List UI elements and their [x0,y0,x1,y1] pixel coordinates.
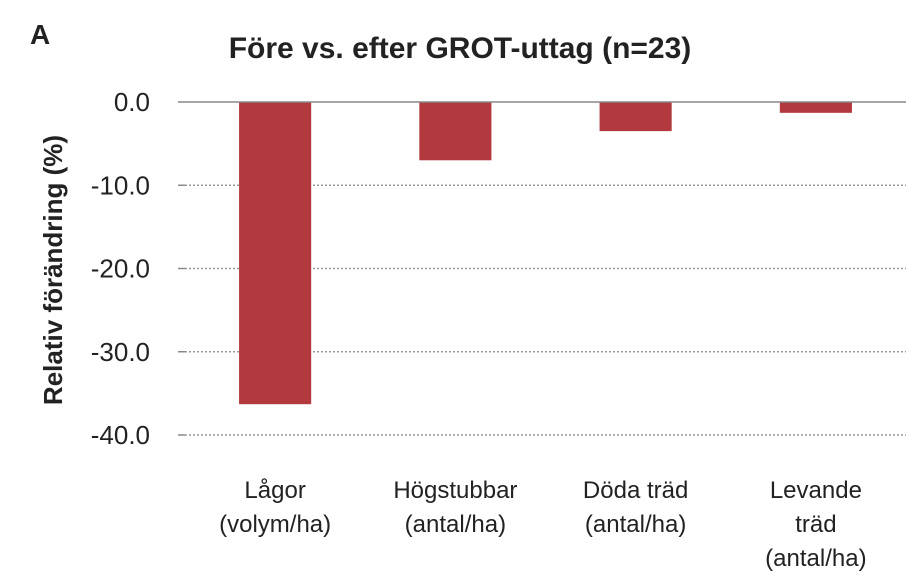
bar [599,102,672,132]
bar [779,102,852,113]
y-tick-label: -40.0 [91,420,150,450]
x-tick-label-line: (antal/ha) [765,545,866,572]
y-tick-label: -30.0 [91,337,150,367]
x-tick-label: Lågor (volym/ha) [219,477,331,538]
panel-label: A [30,19,50,50]
y-tick-label: -10.0 [91,170,150,200]
bar [239,102,312,405]
x-tick-label-line: Lågor [244,477,305,504]
chart-title: Före vs. efter GROT-uttag (n=23) [229,32,692,65]
x-tick-label: Högstubbar (antal/ha) [393,477,517,538]
y-tick-label: -20.0 [91,254,150,284]
bar [419,102,492,161]
x-tick-label-line: Levande [770,477,862,504]
x-tick-label-line: Högstubbar [393,477,517,504]
x-tick-label-line: (antal/ha) [405,511,506,538]
x-tick-label-line: (antal/ha) [585,511,686,538]
y-axis-label: Relativ förändring (%) [38,135,68,405]
x-tick-label-line: Döda träd [583,477,688,504]
y-tick-label: 0.0 [114,87,150,117]
x-tick-label: Döda träd (antal/ha) [583,477,688,538]
x-tick-label-line: träd [795,511,836,538]
x-tick-label: Levande träd (antal/ha) [765,477,866,572]
x-tick-label-line: (volym/ha) [219,511,331,538]
